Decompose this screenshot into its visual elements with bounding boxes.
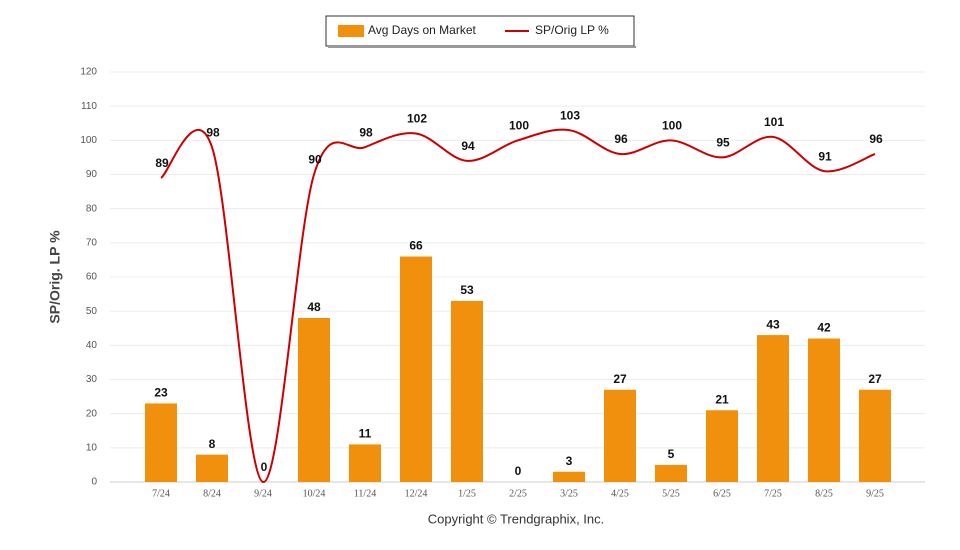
- bar: [604, 389, 636, 482]
- line-value-label: 90: [308, 153, 322, 167]
- line-value-label: 96: [614, 132, 628, 146]
- x-tick-label: 9/24: [254, 488, 272, 499]
- bar-value-label: 0: [515, 464, 522, 478]
- x-tick-label: 4/25: [611, 488, 629, 499]
- bar-value-label: 42: [817, 321, 831, 335]
- line-value-label: 91: [818, 149, 832, 163]
- line-value-label: 101: [764, 115, 784, 129]
- bar: [196, 454, 228, 482]
- line-value-label: 96: [869, 132, 883, 146]
- line-value-label: 98: [206, 125, 220, 139]
- y-tick-label: 20: [86, 408, 98, 419]
- x-tick-label: 6/25: [713, 488, 731, 499]
- y-tick-label: 50: [86, 306, 98, 317]
- line-value-label: 95: [716, 136, 730, 150]
- bar-value-label: 53: [460, 283, 474, 297]
- bar-value-label: 27: [613, 372, 627, 386]
- bar-value-label: 27: [868, 372, 882, 386]
- bar: [451, 300, 483, 482]
- y-tick-label: 70: [86, 237, 98, 248]
- x-tick-label: 8/24: [203, 488, 221, 499]
- line-value-label: 94: [461, 139, 475, 153]
- y-axis-label: SP/Orig. LP %: [47, 230, 63, 324]
- x-tick-label: 2/25: [509, 488, 527, 499]
- line-value-label: 102: [407, 112, 427, 126]
- bar: [553, 471, 585, 482]
- bar: [145, 403, 177, 482]
- bar-value-label: 3: [566, 454, 573, 468]
- x-tick-label: 7/24: [152, 488, 170, 499]
- x-tick-label: 5/25: [662, 488, 680, 499]
- y-tick-label: 0: [91, 477, 97, 488]
- line-value-label: 98: [359, 125, 373, 139]
- legend-label: Avg Days on Market: [368, 23, 476, 37]
- x-tick-label: 8/25: [815, 488, 833, 499]
- y-tick-label: 30: [86, 374, 98, 385]
- line-value-label: 100: [662, 119, 682, 133]
- x-tick-label: 3/25: [560, 488, 578, 499]
- x-tick-label: 7/25: [764, 488, 782, 499]
- bar-value-label: 48: [307, 300, 321, 314]
- line-value-label: 103: [560, 108, 580, 122]
- bar-value-label: 5: [668, 447, 675, 461]
- bar: [757, 335, 789, 482]
- bar: [859, 389, 891, 482]
- bar: [706, 410, 738, 482]
- line: [160, 128, 876, 484]
- bar: [808, 338, 840, 482]
- y-tick-label: 40: [86, 340, 98, 351]
- x-tick-label: 10/24: [303, 488, 326, 499]
- y-tick-label: 60: [86, 272, 98, 283]
- bar: [349, 444, 381, 482]
- bar-value-label: 23: [154, 386, 168, 400]
- x-tick-label: 1/25: [458, 488, 476, 499]
- bar-value-label: 43: [766, 317, 780, 331]
- bar: [298, 318, 330, 482]
- bar-value-label: 11: [359, 427, 372, 441]
- y-tick-label: 120: [80, 67, 97, 78]
- x-tick-label: 9/25: [866, 488, 884, 499]
- y-tick-label: 110: [81, 101, 97, 112]
- bar: [400, 256, 432, 482]
- bar-value-label: 21: [715, 392, 729, 406]
- bar: [655, 464, 687, 482]
- y-tick-label: 90: [86, 169, 98, 180]
- line-value-label: 100: [509, 119, 529, 133]
- legend-swatch: [338, 25, 364, 37]
- bar-value-label: 8: [209, 437, 216, 451]
- footer: Copyright © Trendgraphix, Inc.: [428, 511, 605, 526]
- y-tick-label: 10: [86, 442, 98, 453]
- y-tick-label: 100: [80, 135, 97, 146]
- x-tick-label: 12/24: [405, 488, 428, 499]
- legend-label: SP/Orig LP %: [535, 23, 609, 37]
- x-tick-label: 11/24: [354, 488, 376, 499]
- legend-box: [325, 15, 635, 47]
- line-value-label: 0: [261, 460, 268, 474]
- line-value-label: 89: [155, 156, 169, 170]
- y-tick-label: 80: [86, 203, 98, 214]
- bar-value-label: 66: [409, 239, 423, 253]
